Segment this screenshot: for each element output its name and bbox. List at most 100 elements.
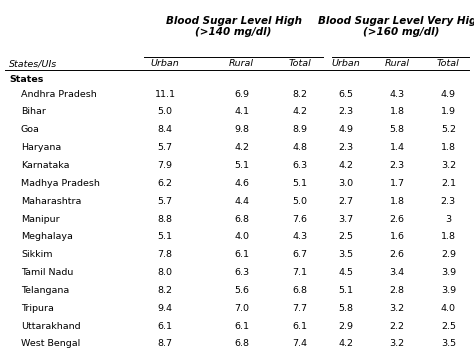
Text: 4.2: 4.2 xyxy=(338,340,354,348)
Text: 3.5: 3.5 xyxy=(441,340,456,348)
Text: Bihar: Bihar xyxy=(21,107,46,117)
Text: 1.9: 1.9 xyxy=(441,107,456,117)
Text: 8.4: 8.4 xyxy=(157,125,173,134)
Text: 2.1: 2.1 xyxy=(441,179,456,188)
Text: Telangana: Telangana xyxy=(21,286,69,295)
Text: 3.4: 3.4 xyxy=(390,268,405,277)
Text: 5.1: 5.1 xyxy=(292,179,307,188)
Text: 2.8: 2.8 xyxy=(390,286,405,295)
Text: 4.5: 4.5 xyxy=(338,268,354,277)
Text: Meghalaya: Meghalaya xyxy=(21,232,73,241)
Text: 6.3: 6.3 xyxy=(234,268,249,277)
Text: 5.7: 5.7 xyxy=(157,197,173,206)
Text: West Bengal: West Bengal xyxy=(21,340,80,348)
Text: 8.7: 8.7 xyxy=(157,340,173,348)
Text: 8.0: 8.0 xyxy=(157,268,173,277)
Text: 4.2: 4.2 xyxy=(292,107,307,117)
Text: Manipur: Manipur xyxy=(21,215,60,224)
Text: Rural: Rural xyxy=(385,59,410,68)
Text: 4.3: 4.3 xyxy=(390,90,405,99)
Text: 6.9: 6.9 xyxy=(234,90,249,99)
Text: 8.9: 8.9 xyxy=(292,125,307,134)
Text: 4.3: 4.3 xyxy=(292,232,307,241)
Text: 7.4: 7.4 xyxy=(292,340,307,348)
Text: 5.8: 5.8 xyxy=(390,125,405,134)
Text: 6.3: 6.3 xyxy=(292,161,307,170)
Text: 4.9: 4.9 xyxy=(441,90,456,99)
Text: 5.1: 5.1 xyxy=(157,232,173,241)
Text: 2.6: 2.6 xyxy=(390,215,405,224)
Text: Tamil Nadu: Tamil Nadu xyxy=(21,268,73,277)
Text: 4.4: 4.4 xyxy=(234,197,249,206)
Text: 6.1: 6.1 xyxy=(292,322,307,330)
Text: 6.8: 6.8 xyxy=(234,215,249,224)
Text: 6.7: 6.7 xyxy=(292,250,307,259)
Text: 1.8: 1.8 xyxy=(441,143,456,152)
Text: 7.9: 7.9 xyxy=(157,161,173,170)
Text: 6.1: 6.1 xyxy=(234,250,249,259)
Text: 4.2: 4.2 xyxy=(338,161,354,170)
Text: 9.4: 9.4 xyxy=(157,304,173,313)
Text: States/UIs: States/UIs xyxy=(9,59,58,68)
Text: Blood Sugar Level High
(>140 mg/dl): Blood Sugar Level High (>140 mg/dl) xyxy=(165,15,301,37)
Text: Sikkim: Sikkim xyxy=(21,250,53,259)
Text: Urban: Urban xyxy=(332,59,361,68)
Text: 2.6: 2.6 xyxy=(390,250,405,259)
Text: 2.3: 2.3 xyxy=(441,197,456,206)
Text: 3.2: 3.2 xyxy=(390,304,405,313)
Text: 4.2: 4.2 xyxy=(234,143,249,152)
Text: 3.2: 3.2 xyxy=(390,340,405,348)
Text: 8.8: 8.8 xyxy=(157,215,173,224)
Text: 3: 3 xyxy=(445,215,451,224)
Text: 7.8: 7.8 xyxy=(157,250,173,259)
Text: 5.7: 5.7 xyxy=(157,143,173,152)
Text: 7.7: 7.7 xyxy=(292,304,307,313)
Text: 6.5: 6.5 xyxy=(338,90,354,99)
Text: 4.6: 4.6 xyxy=(234,179,249,188)
Text: 3.7: 3.7 xyxy=(338,215,354,224)
Text: 9.8: 9.8 xyxy=(234,125,249,134)
Text: 4.0: 4.0 xyxy=(441,304,456,313)
Text: 6.8: 6.8 xyxy=(234,340,249,348)
Text: 1.8: 1.8 xyxy=(390,197,405,206)
Text: 4.0: 4.0 xyxy=(234,232,249,241)
Text: 2.9: 2.9 xyxy=(338,322,354,330)
Text: Madhya Pradesh: Madhya Pradesh xyxy=(21,179,100,188)
Text: Andhra Pradesh: Andhra Pradesh xyxy=(21,90,97,99)
Text: 1.7: 1.7 xyxy=(390,179,405,188)
Text: 5.1: 5.1 xyxy=(234,161,249,170)
Text: 2.2: 2.2 xyxy=(390,322,405,330)
Text: Karnataka: Karnataka xyxy=(21,161,70,170)
Text: Uttarakhand: Uttarakhand xyxy=(21,322,81,330)
Text: 5.0: 5.0 xyxy=(292,197,307,206)
Text: 7.1: 7.1 xyxy=(292,268,307,277)
Text: Tripura: Tripura xyxy=(21,304,54,313)
Text: Total: Total xyxy=(288,59,311,68)
Text: 3.9: 3.9 xyxy=(441,286,456,295)
Text: 4.9: 4.9 xyxy=(338,125,354,134)
Text: 7.6: 7.6 xyxy=(292,215,307,224)
Text: 1.6: 1.6 xyxy=(390,232,405,241)
Text: 2.3: 2.3 xyxy=(390,161,405,170)
Text: 3.5: 3.5 xyxy=(338,250,354,259)
Text: 1.8: 1.8 xyxy=(441,232,456,241)
Text: 2.7: 2.7 xyxy=(338,197,354,206)
Text: States: States xyxy=(9,75,44,84)
Text: 2.5: 2.5 xyxy=(441,322,456,330)
Text: 2.3: 2.3 xyxy=(338,143,354,152)
Text: 3.0: 3.0 xyxy=(338,179,354,188)
Text: 2.5: 2.5 xyxy=(338,232,354,241)
Text: 6.8: 6.8 xyxy=(292,286,307,295)
Text: 2.9: 2.9 xyxy=(441,250,456,259)
Text: 5.1: 5.1 xyxy=(338,286,354,295)
Text: 8.2: 8.2 xyxy=(157,286,173,295)
Text: 2.3: 2.3 xyxy=(338,107,354,117)
Text: 1.8: 1.8 xyxy=(390,107,405,117)
Text: Total: Total xyxy=(437,59,460,68)
Text: Rural: Rural xyxy=(229,59,254,68)
Text: 4.8: 4.8 xyxy=(292,143,307,152)
Text: Blood Sugar Level Very High
(>160 mg/dl): Blood Sugar Level Very High (>160 mg/dl) xyxy=(318,15,474,37)
Text: 4.1: 4.1 xyxy=(234,107,249,117)
Text: 6.2: 6.2 xyxy=(157,179,173,188)
Text: 3.9: 3.9 xyxy=(441,268,456,277)
